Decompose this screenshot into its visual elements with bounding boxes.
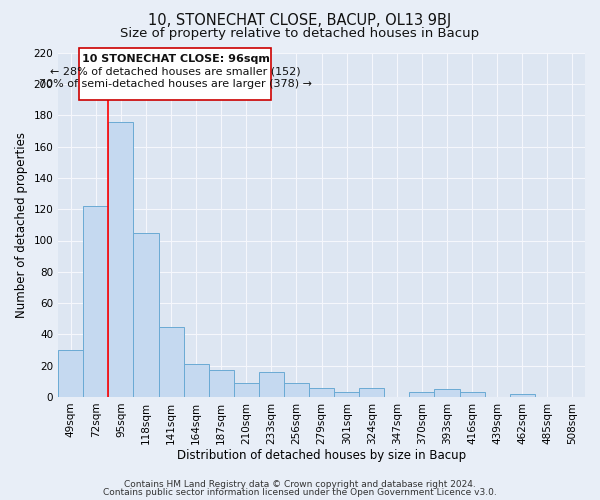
Bar <box>334 392 359 397</box>
Bar <box>184 364 209 397</box>
Bar <box>209 370 234 397</box>
Y-axis label: Number of detached properties: Number of detached properties <box>15 132 28 318</box>
Bar <box>284 383 309 397</box>
FancyBboxPatch shape <box>79 48 271 100</box>
Bar <box>259 372 284 397</box>
X-axis label: Distribution of detached houses by size in Bacup: Distribution of detached houses by size … <box>177 450 466 462</box>
Text: 10, STONECHAT CLOSE, BACUP, OL13 9BJ: 10, STONECHAT CLOSE, BACUP, OL13 9BJ <box>148 12 452 28</box>
Bar <box>58 350 83 397</box>
Bar <box>133 232 158 397</box>
Text: ← 28% of detached houses are smaller (152): ← 28% of detached houses are smaller (15… <box>50 67 301 77</box>
Bar <box>409 392 434 397</box>
Bar <box>158 326 184 397</box>
Bar <box>460 392 485 397</box>
Bar <box>109 122 133 397</box>
Bar <box>234 383 259 397</box>
Text: Contains HM Land Registry data © Crown copyright and database right 2024.: Contains HM Land Registry data © Crown c… <box>124 480 476 489</box>
Text: 10 STONECHAT CLOSE: 96sqm: 10 STONECHAT CLOSE: 96sqm <box>82 54 269 64</box>
Bar <box>434 389 460 397</box>
Bar <box>359 388 385 397</box>
Bar <box>83 206 109 397</box>
Bar <box>510 394 535 397</box>
Text: Size of property relative to detached houses in Bacup: Size of property relative to detached ho… <box>121 28 479 40</box>
Bar <box>309 388 334 397</box>
Text: Contains public sector information licensed under the Open Government Licence v3: Contains public sector information licen… <box>103 488 497 497</box>
Text: 70% of semi-detached houses are larger (378) →: 70% of semi-detached houses are larger (… <box>39 80 312 90</box>
